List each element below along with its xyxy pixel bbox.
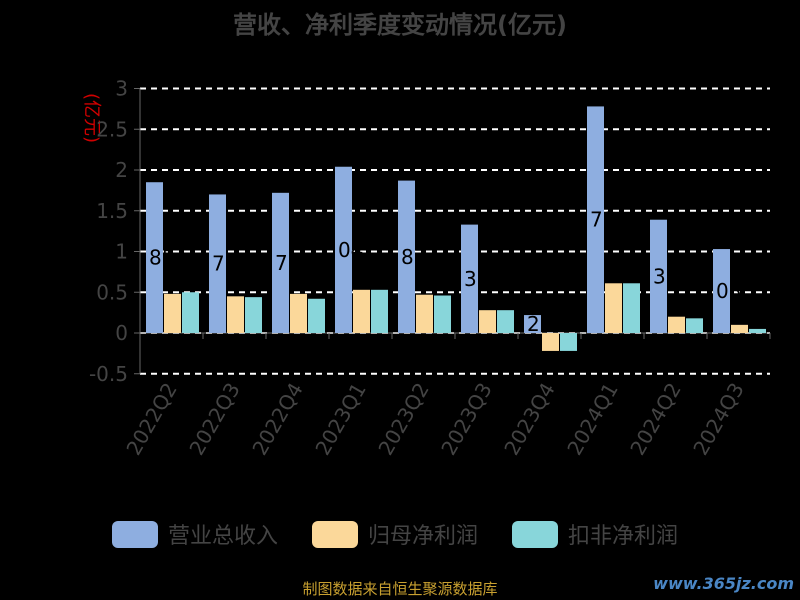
x-tick-label: 2024Q2 <box>625 379 685 460</box>
bar-归母净利润-2024Q1 <box>605 283 622 333</box>
bar-营业总收入-2024Q3 <box>713 249 730 333</box>
legend-label: 归母净利润 <box>368 524 478 549</box>
bar-扣非净利润-2023Q3 <box>497 310 514 333</box>
bar-归母净利润-2023Q2 <box>416 294 433 333</box>
x-tick-label: 2024Q1 <box>562 379 622 460</box>
data-label: 03 <box>716 279 741 303</box>
bar-扣非净利润-2023Q2 <box>434 295 451 333</box>
bar-归母净利润-2024Q2 <box>668 316 685 333</box>
chart-title: 营收、净利季度变动情况(亿元) <box>233 11 567 39</box>
data-label: 72 <box>275 251 300 275</box>
x-tick-label: 2023Q3 <box>436 379 496 460</box>
bar-营业总收入-2023Q1 <box>335 166 352 333</box>
data-label: 39 <box>653 264 678 288</box>
data-label: 33 <box>464 267 489 291</box>
legend-label: 扣非净利润 <box>568 524 678 549</box>
bar-营业总收入-2024Q1 <box>587 106 604 334</box>
y-axis-ticks: -0.5 0 0.5 1 1.5 2 2.5 3 <box>89 77 128 386</box>
bar-归母净利润-2023Q1 <box>353 289 370 333</box>
bar-扣非净利润-2022Q3 <box>245 297 262 333</box>
bar-归母净利润-2022Q3 <box>227 296 244 333</box>
data-label: 85 <box>149 246 174 270</box>
bar-营业总收入-2023Q2 <box>398 180 415 333</box>
y-tick-label: 2 <box>115 158 128 182</box>
x-tick-label: 2022Q4 <box>247 379 307 460</box>
x-tick-label: 2023Q1 <box>310 379 370 460</box>
bar-营业总收入-2023Q4 <box>524 315 541 333</box>
bar-归母净利润-2023Q4 <box>542 333 559 351</box>
y-tick-label: 3 <box>115 77 128 101</box>
bar-扣非净利润-2022Q4 <box>308 298 325 333</box>
data-label: 04 <box>338 238 363 262</box>
data-label: 22 <box>527 312 552 336</box>
y-tick-label: 2.5 <box>96 117 128 141</box>
x-tick-label: 2022Q2 <box>121 379 181 460</box>
bar-扣非净利润-2024Q2 <box>686 318 703 333</box>
bar-营业总收入-2022Q4 <box>272 192 289 333</box>
bar-扣非净利润-2023Q1 <box>371 289 388 333</box>
bars <box>146 106 766 351</box>
legend-swatch <box>312 521 358 548</box>
data-label: 87 <box>401 245 426 269</box>
y-tick-label: 1 <box>115 240 128 264</box>
data-labels: 85 70 72 04 87 33 22 78 39 03 <box>149 208 741 336</box>
data-label: 70 <box>212 252 237 276</box>
bar-扣非净利润-2024Q3 <box>749 328 766 333</box>
x-axis-ticks: 2022Q2 2022Q3 2022Q4 2023Q1 2023Q2 2023Q3 2023… <box>121 379 748 460</box>
data-source-note: 制图数据来自恒生聚源数据库 <box>302 580 498 598</box>
bar-营业总收入-2024Q2 <box>650 219 667 333</box>
x-tick-label: 2023Q2 <box>373 379 433 460</box>
watermark: www.365jz.com <box>653 574 794 593</box>
x-tick-label: 2024Q3 <box>688 379 748 460</box>
y-tick-label: 1.5 <box>96 199 128 223</box>
bar-归母净利润-2022Q2 <box>164 293 181 333</box>
bar-营业总收入-2022Q3 <box>209 194 226 333</box>
legend-swatch <box>112 521 158 548</box>
y-tick-label: 0 <box>115 321 128 345</box>
bar-归母净利润-2023Q3 <box>479 310 496 333</box>
bar-扣非净利润-2023Q4 <box>560 333 577 351</box>
bar-归母净利润-2024Q3 <box>731 324 748 333</box>
legend: 营业总收入 归母净利润 扣非净利润 <box>112 521 678 549</box>
x-tick-label: 2023Q4 <box>499 379 559 460</box>
bar-扣非净利润-2024Q1 <box>623 283 640 333</box>
bar-营业总收入-2022Q2 <box>146 182 163 333</box>
x-tick-label: 2022Q3 <box>184 379 244 460</box>
data-label: 78 <box>590 208 615 232</box>
bar-营业总收入-2023Q3 <box>461 224 478 333</box>
bar-扣非净利润-2022Q2 <box>182 292 199 333</box>
bar-归母净利润-2022Q4 <box>290 293 307 333</box>
y-tick-label: -0.5 <box>89 362 128 386</box>
legend-label: 营业总收入 <box>168 524 278 549</box>
legend-swatch <box>512 521 558 548</box>
y-tick-label: 0.5 <box>96 280 128 304</box>
y-axis-unit: (亿元) <box>81 93 102 143</box>
